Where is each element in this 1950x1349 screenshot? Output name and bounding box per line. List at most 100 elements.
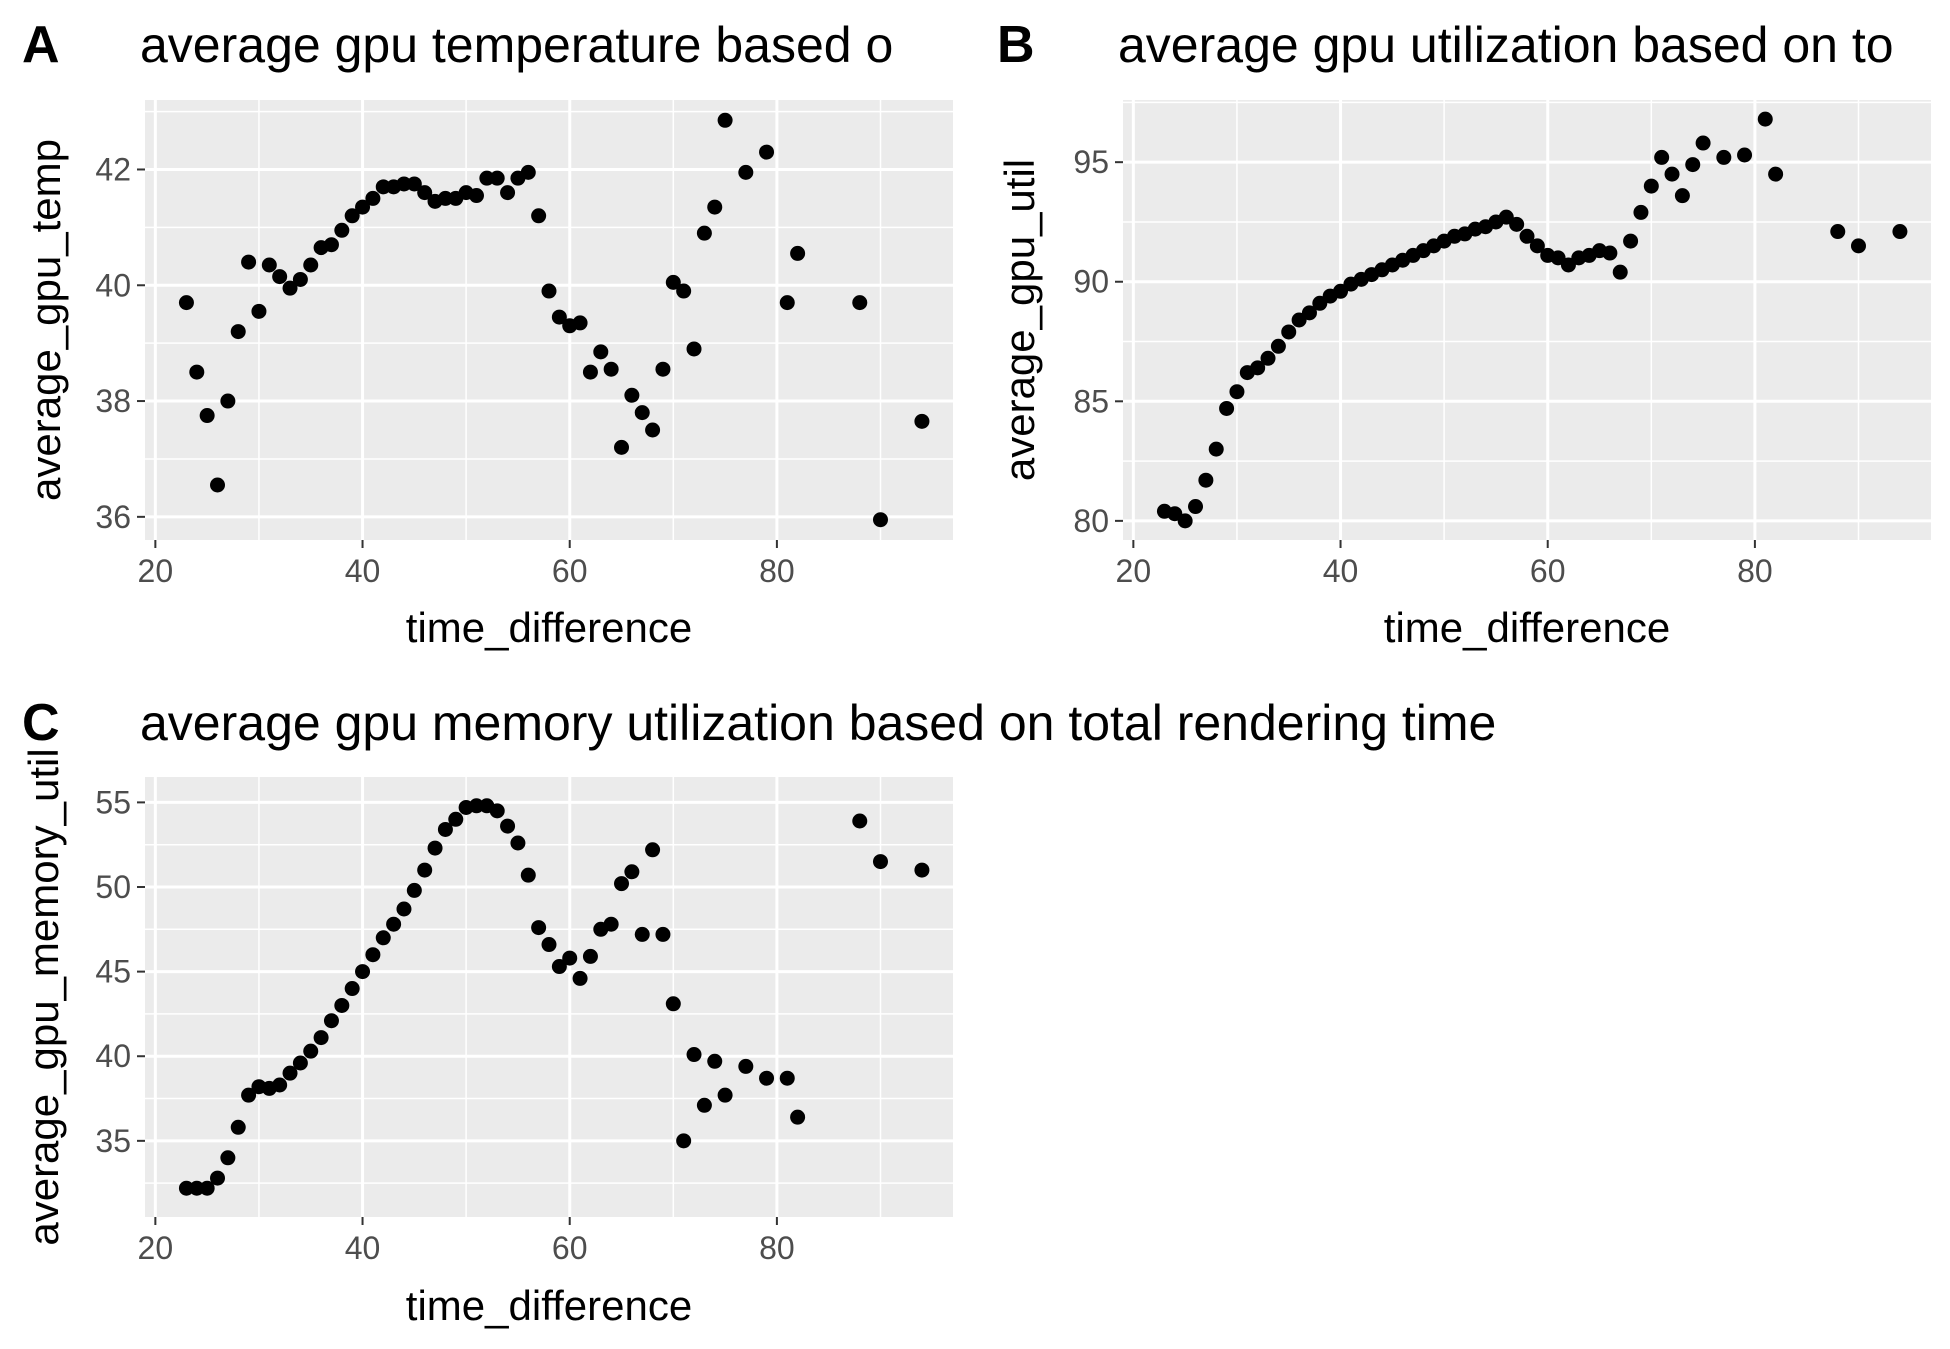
panel-c-point <box>468 798 484 814</box>
panel-c-point <box>759 1070 775 1086</box>
panel-c-point <box>551 959 567 975</box>
panel-c-tag: C <box>22 694 60 752</box>
panel-a-point <box>541 283 557 299</box>
panel-a-point <box>365 190 381 206</box>
panel-c-point <box>334 997 350 1013</box>
panel-b-point <box>1281 324 1297 340</box>
panel-c-y-tick-label: 40 <box>95 1038 131 1074</box>
panel-c-x-tick-label: 20 <box>138 1230 174 1266</box>
panel-b-point <box>1633 204 1649 220</box>
panel-a-point <box>251 303 267 319</box>
panel-b-point <box>1208 441 1224 457</box>
panel-c-point <box>199 1180 215 1196</box>
panel-b-title: average gpu utilization based on to <box>1118 17 1894 73</box>
panel-c-point <box>210 1170 226 1186</box>
panel-c-point <box>655 926 671 942</box>
panel-a-point <box>759 144 775 160</box>
panel-c-point <box>272 1077 288 1093</box>
panel-a-point <box>665 274 681 290</box>
panel-b-point <box>1664 166 1680 182</box>
panel-a-y-tick-label: 40 <box>95 267 131 303</box>
panel-c-point <box>717 1087 733 1103</box>
panel-c-point <box>396 901 412 917</box>
panel-a-point <box>189 364 205 380</box>
panel-a-plot-background <box>145 100 953 540</box>
panel-a-point <box>738 164 754 180</box>
panel-c-y-tick-label: 35 <box>95 1123 131 1159</box>
panel-a-y-tick-label: 38 <box>95 383 131 419</box>
panel-a-y-axis-title: average_gpu_temp <box>22 139 69 501</box>
panel-b-point <box>1529 238 1545 254</box>
panel-c-point <box>355 964 371 980</box>
panel-b-point <box>1250 360 1266 376</box>
panel-b-point <box>1674 188 1690 204</box>
panel-a-tag: A <box>22 16 60 74</box>
panel-c-point <box>562 950 578 966</box>
panel-b-point <box>1716 149 1732 165</box>
panel-b-y-tick-label: 95 <box>1073 144 1109 180</box>
panel-a-point <box>199 408 215 424</box>
panel-b-point <box>1219 400 1235 416</box>
panel-b-point <box>1519 228 1535 244</box>
panel-c-point <box>541 937 557 953</box>
panel-a-point <box>686 341 702 357</box>
panel-c-point <box>230 1119 246 1135</box>
panel-c-point <box>603 916 619 932</box>
panel-b-y-tick-label: 90 <box>1073 264 1109 300</box>
panel-c-point <box>645 842 661 858</box>
panel-c-x-axis-title: time_difference <box>406 1282 692 1329</box>
panel-b-plot-background <box>1123 100 1931 540</box>
panel-a-point <box>261 257 277 273</box>
panel-a-point <box>230 324 246 340</box>
panel-b-point <box>1260 350 1276 366</box>
panel-c-point <box>624 864 640 880</box>
panel-a-point <box>292 271 308 287</box>
panel-b-point <box>1612 264 1628 280</box>
panel-c-point <box>582 948 598 964</box>
panel-a-point <box>437 190 453 206</box>
panel-c-point <box>738 1058 754 1074</box>
panel-a-point <box>210 477 226 493</box>
panel-a-point <box>500 185 516 201</box>
panel-b-x-tick-label: 40 <box>1323 553 1359 589</box>
panel-b-x-tick-label: 60 <box>1530 553 1566 589</box>
panel-a-point <box>334 222 350 238</box>
panel-c-point <box>510 835 526 851</box>
panel-a-point <box>520 164 536 180</box>
panel-c-point <box>790 1109 806 1125</box>
panel-a-point <box>707 199 723 215</box>
panel-c-point <box>344 981 360 997</box>
panel-c-point <box>500 818 516 834</box>
panel-a-point <box>624 387 640 403</box>
panel-b-point <box>1830 224 1846 240</box>
panel-b-y-axis-title: average_gpu_util <box>996 159 1043 481</box>
panel-a-point <box>645 422 661 438</box>
panel-a-point <box>241 254 257 270</box>
panel-a-point <box>593 344 609 360</box>
panel-b: 20 40 60 80 80 85 90 95 B average gpu utilization… <box>996 16 1931 651</box>
panel-c-point <box>852 813 868 829</box>
panel-a-point <box>655 361 671 377</box>
panel-b-point <box>1198 472 1214 488</box>
panel-c-point <box>406 882 422 898</box>
panel-c-point <box>872 854 888 870</box>
panel-a-point <box>790 245 806 261</box>
panel-a-point <box>468 188 484 204</box>
panel-c-x-tick-label: 80 <box>759 1230 795 1266</box>
panel-a-point <box>603 361 619 377</box>
panel-a-x-tick-label: 80 <box>759 553 795 589</box>
panel-c-point <box>417 862 433 878</box>
panel-a-y-tick-label: 36 <box>95 499 131 535</box>
panel-a-point <box>572 315 588 331</box>
panel-c-point <box>531 920 547 936</box>
panel-c-point <box>178 1180 194 1196</box>
panel-b-point <box>1685 157 1701 173</box>
panel-b-point <box>1654 149 1670 165</box>
panel-c-y-tick-label: 55 <box>95 784 131 820</box>
panel-c: 20 40 60 80 35 40 45 50 55 C average gpu memory ut… <box>20 694 1496 1329</box>
panel-a-point <box>531 208 547 224</box>
panel-b-y-tick-label: 85 <box>1073 383 1109 419</box>
panel-a-x-tick-label: 40 <box>345 553 381 589</box>
panel-c-point <box>520 867 536 883</box>
panel-b-point <box>1850 238 1866 254</box>
